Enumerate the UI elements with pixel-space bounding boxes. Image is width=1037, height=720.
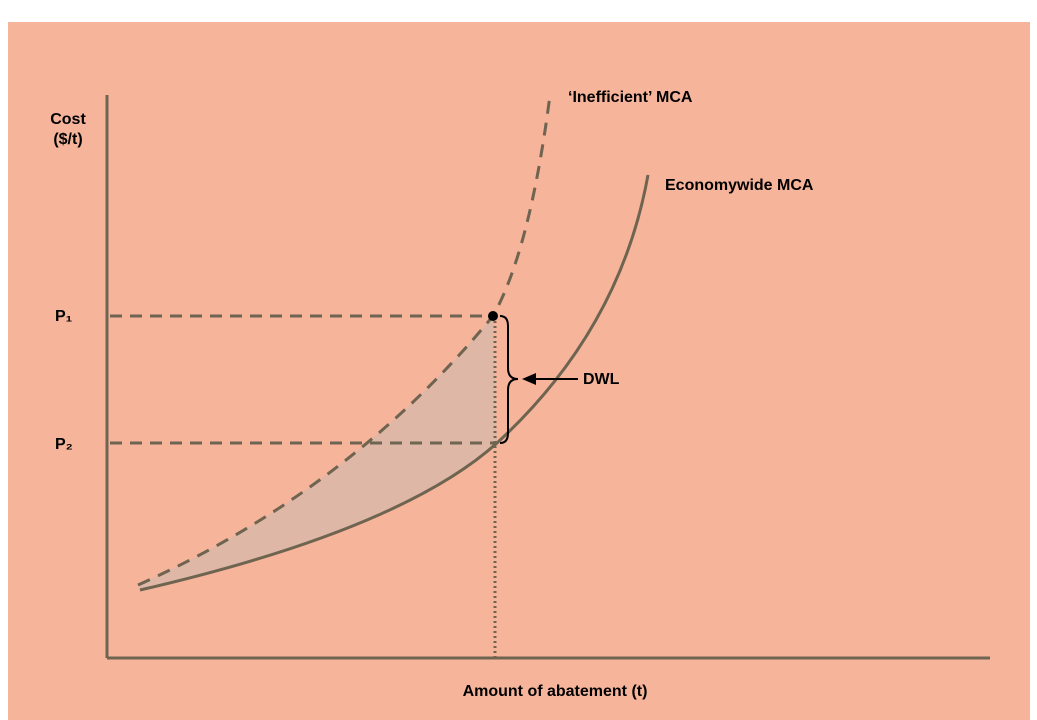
y-axis-label: Cost	[50, 111, 86, 128]
y-axis-label: ($/t)	[53, 131, 82, 148]
dwl-area	[138, 316, 497, 590]
price-label: P₁	[55, 308, 73, 325]
background	[8, 22, 1030, 720]
curve-label: Economywide MCA	[665, 177, 814, 194]
curve-label: ‘Inefficient’ MCA	[568, 89, 693, 106]
x-axis-label: Amount of abatement (t)	[463, 683, 648, 700]
dwl-label: DWL	[583, 371, 620, 388]
price-label: P₂	[55, 436, 73, 453]
brace	[499, 315, 519, 444]
point	[488, 311, 498, 321]
arrow-head	[522, 373, 536, 385]
inefficient-curve	[137, 94, 552, 587]
economywide-curve	[139, 174, 650, 592]
